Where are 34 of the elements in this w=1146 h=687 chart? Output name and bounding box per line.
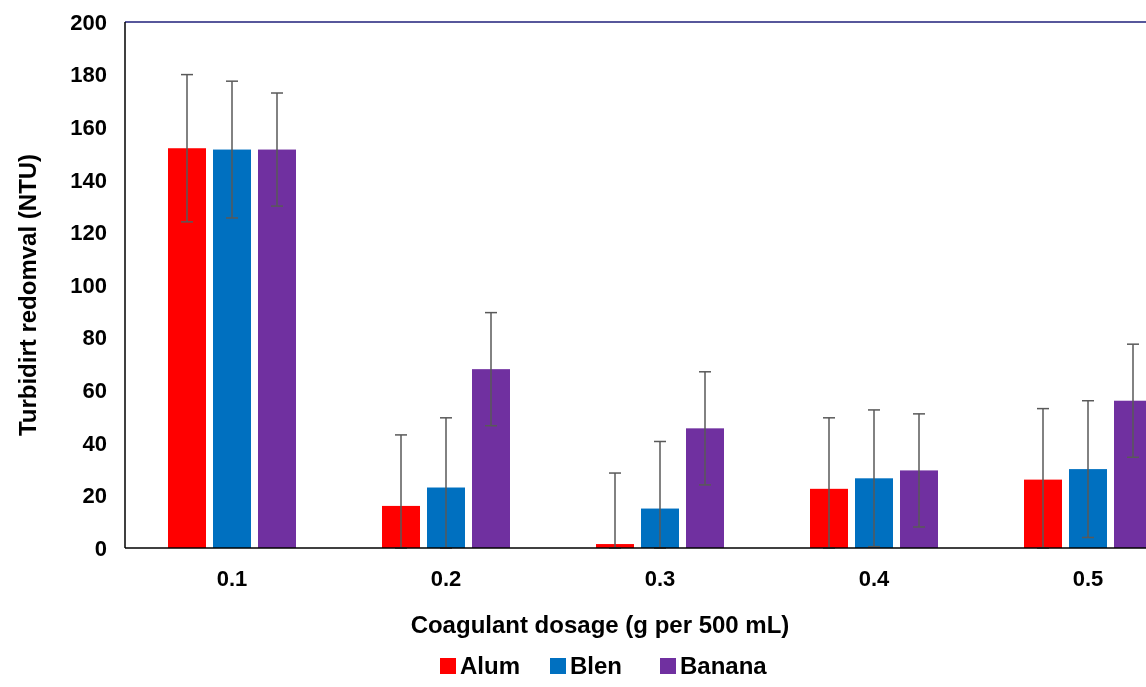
legend-label: Alum	[460, 652, 520, 679]
bar	[855, 478, 893, 548]
y-tick-label: 0	[94, 535, 107, 561]
y-tick-label: 180	[70, 62, 107, 88]
bar	[1069, 469, 1107, 548]
bar	[258, 149, 296, 548]
legend-label: Banana	[680, 652, 768, 679]
bar	[810, 488, 848, 548]
x-axis-title: Coagulant dosage (g per 500 mL)	[410, 611, 790, 638]
y-tick-label: 160	[70, 114, 107, 140]
bar	[213, 149, 251, 548]
x-tick-label: 0.5	[1072, 566, 1104, 591]
y-tick-label: 200	[70, 9, 107, 35]
y-tick-label: 120	[70, 220, 107, 246]
y-tick-label: 80	[82, 325, 107, 351]
bar	[641, 508, 679, 548]
bar	[427, 487, 465, 548]
y-tick-label: 60	[82, 377, 107, 403]
y-tick-label: 100	[70, 272, 107, 298]
y-tick-label: 140	[70, 167, 107, 193]
y-axis-title: Turbidirt redomval (NTU)	[14, 153, 41, 437]
bar	[382, 505, 420, 548]
legend-label: Blen	[570, 652, 623, 679]
x-tick-label: 0.1	[216, 566, 248, 591]
x-tick-label: 0.2	[430, 566, 462, 591]
bar	[686, 428, 724, 548]
x-tick-label: 0.3	[644, 566, 676, 591]
bar	[900, 470, 938, 548]
bar	[472, 369, 510, 548]
x-tick-label: 0.4	[858, 566, 891, 591]
bar	[168, 148, 206, 548]
bar	[1024, 479, 1062, 548]
y-tick-label: 20	[82, 483, 107, 509]
y-tick-label: 40	[82, 430, 107, 456]
